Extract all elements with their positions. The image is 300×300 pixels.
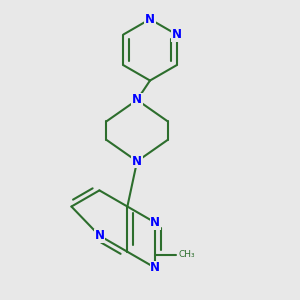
Text: N: N <box>150 216 161 229</box>
Text: N: N <box>150 261 161 274</box>
Text: N: N <box>145 13 155 26</box>
Text: N: N <box>94 229 104 242</box>
Text: N: N <box>132 93 142 106</box>
Text: CH₃: CH₃ <box>179 250 196 260</box>
Text: N: N <box>132 155 142 168</box>
Text: N: N <box>172 28 182 41</box>
